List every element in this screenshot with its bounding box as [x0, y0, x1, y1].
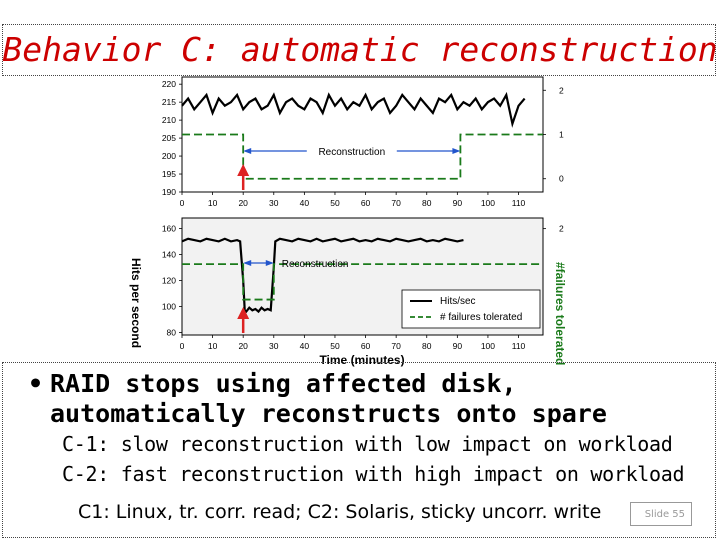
reconstruction-arrowhead-right — [265, 260, 274, 266]
text-frame — [2, 362, 716, 538]
y2-tick-label: 0 — [559, 174, 564, 184]
hits-series-line — [181, 91, 526, 128]
x-tick-label: 10 — [208, 198, 218, 208]
bullet-item: • RAID stops using affected disk, automa… — [28, 369, 698, 429]
y-tick-label: 140 — [162, 249, 176, 259]
x-tick-label: 20 — [238, 198, 248, 208]
reconstruction-label: Reconstruction — [282, 259, 349, 270]
slide-title: Behavior C: automatic reconstruction — [2, 30, 718, 69]
failures-series-line — [182, 263, 543, 301]
x-tick-label: 60 — [361, 341, 371, 351]
annotation-bg — [306, 144, 397, 157]
x-tick-label: 40 — [300, 341, 310, 351]
slide-number: Slide 55 — [630, 502, 692, 526]
x-tick-label: 20 — [238, 341, 248, 351]
x-tick-label: 0 — [180, 341, 185, 351]
y2-tick-label: 2 — [559, 85, 564, 95]
chart-bottom: 0 10 20 30 40 50 60 70 80 90 100 110 80 100 120 140 160 2… — [162, 217, 564, 351]
x-tick-label: 90 — [453, 341, 463, 351]
x-tick-label: 100 — [481, 341, 495, 351]
failures-series-line — [182, 133, 543, 180]
y-tick-label: 190 — [162, 187, 176, 197]
legend-hits-label: Hits/sec — [440, 296, 476, 307]
reconstruction-arrowhead-left — [243, 260, 252, 266]
bullet-text: RAID stops using affected disk, automati… — [50, 369, 607, 428]
x-tick-label: 40 — [300, 198, 310, 208]
y-tick-label: 160 — [162, 223, 176, 233]
hits-series-line — [181, 237, 464, 314]
y-tick-label: 200 — [162, 151, 176, 161]
sub-item-c2: C-2: fast reconstruction with high impac… — [62, 462, 685, 486]
x-tick-label: 10 — [208, 341, 218, 351]
x-axis-label: Time (minutes) — [319, 353, 404, 367]
x-tick-label: 50 — [330, 198, 340, 208]
reconstruction-arrowhead-right — [452, 148, 461, 154]
x-tick-label: 70 — [391, 198, 401, 208]
y-tick-label: 210 — [162, 115, 176, 125]
sub-item-c1: C-1: slow reconstruction with low impact… — [62, 432, 673, 456]
reconstruction-label: Reconstruction — [318, 147, 385, 158]
platform-note: C1: Linux, tr. corr. read; C2: Solaris, … — [78, 501, 602, 523]
chart-top: 0 10 20 30 40 50 60 70 80 90 100 110190195200205210… — [162, 76, 564, 208]
y-tick-label: 220 — [162, 79, 176, 89]
title-frame — [2, 24, 716, 76]
x-tick-label: 0 — [180, 198, 185, 208]
bullet-dot: • — [28, 369, 44, 398]
x-tick-label: 60 — [361, 198, 371, 208]
x-tick-label: 110 — [512, 341, 526, 351]
x-tick-label: 80 — [422, 198, 432, 208]
x-tick-label: 80 — [422, 341, 432, 351]
y-tick-label: 205 — [162, 133, 176, 143]
x-tick-label: 50 — [330, 341, 340, 351]
y2-tick-label: 2 — [559, 224, 564, 234]
x-tick-label: 110 — [512, 198, 526, 208]
y-tick-label: 80 — [167, 327, 177, 337]
fault-arrow-head — [237, 307, 250, 319]
x-tick-label: 100 — [481, 198, 495, 208]
y2-axis-label: #failures tolerated — [553, 262, 567, 365]
y-tick-label: 195 — [162, 169, 176, 179]
y-tick-label: 215 — [162, 97, 176, 107]
y2-tick-label: 1 — [559, 130, 564, 140]
x-tick-label: 30 — [269, 341, 279, 351]
legend-box — [401, 289, 541, 329]
legend-failures-label: # failures tolerated — [440, 312, 522, 323]
y-tick-label: 100 — [162, 301, 176, 311]
fault-arrow-head — [237, 164, 250, 176]
reconstruction-arrowhead-left — [243, 148, 252, 154]
x-tick-label: 70 — [391, 341, 401, 351]
x-tick-label: 90 — [453, 198, 463, 208]
x-tick-label: 30 — [269, 198, 279, 208]
y-axis-label: Hits per second — [129, 258, 143, 348]
y-tick-label: 120 — [162, 275, 176, 285]
